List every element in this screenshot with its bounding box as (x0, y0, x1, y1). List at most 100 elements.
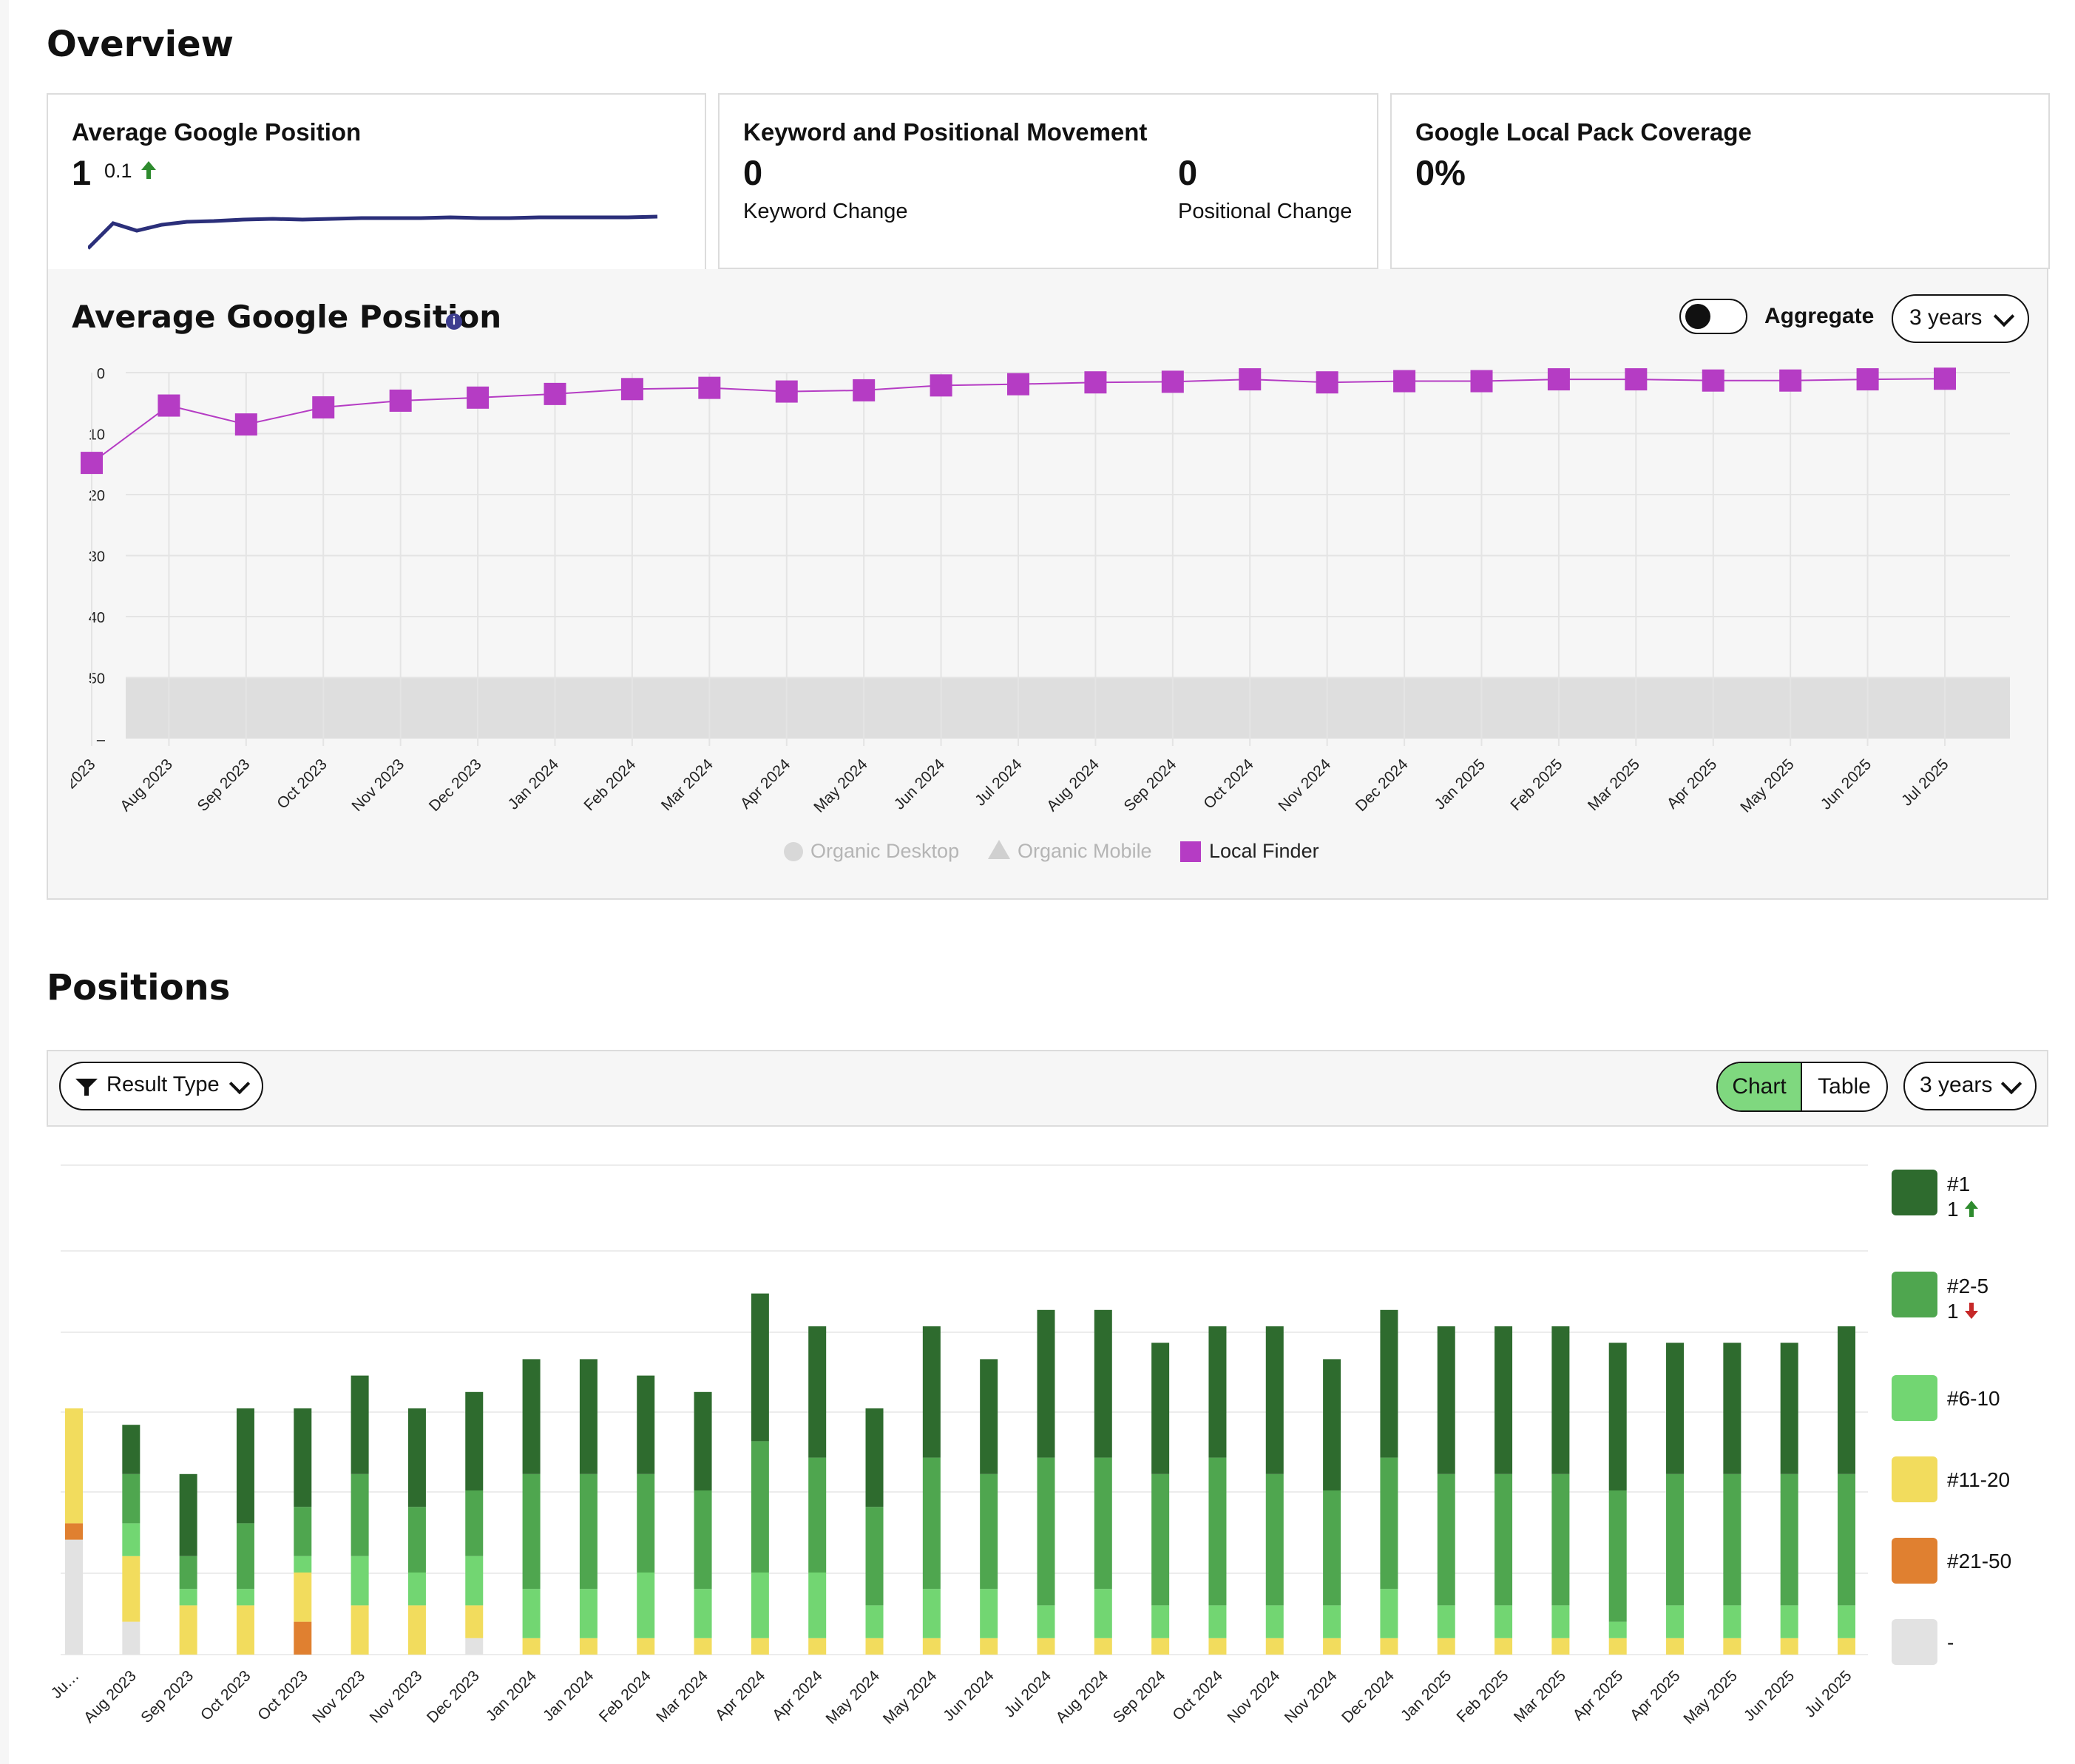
local-finder-point (1547, 368, 1570, 391)
local-finder-point (389, 389, 412, 412)
local-finder-point (698, 376, 721, 399)
bar-segment-rank-11-20 (351, 1605, 369, 1655)
range-dropdown[interactable]: 3 years (1892, 294, 2029, 343)
bar-segment-rank-1 (465, 1391, 484, 1490)
x-tick-label: Nov 2024 (1275, 756, 1334, 815)
legend-swatch-2-5 (1892, 1272, 1937, 1317)
x-tick-label: Jan 2024 (505, 756, 563, 813)
positions-title: Positions (47, 967, 231, 1008)
legend-swatch-none (1892, 1619, 1937, 1665)
bar-segment-rank-11-20 (694, 1638, 712, 1655)
bar-x-label: Ju… (48, 1667, 83, 1702)
local-finder-point (1239, 368, 1262, 391)
bar-segment-rank-2-5 (1323, 1490, 1341, 1606)
bar-segment-rank-2-5 (1037, 1457, 1055, 1606)
positions-range-dropdown[interactable]: 3 years (1903, 1062, 2037, 1110)
bar-segment-rank-6-10 (1094, 1589, 1112, 1638)
bar-segment-rank-6-10 (637, 1573, 655, 1638)
bar-segment-rank-11-20 (1551, 1638, 1570, 1655)
bar-x-label: Apr 2024 (769, 1667, 826, 1724)
bar-segment-rank-2-5 (865, 1507, 884, 1606)
bar-segment-rank-11-20 (1780, 1638, 1798, 1655)
x-tick-label: Jun 2024 (891, 756, 949, 813)
bar-x-label: Oct 2023 (254, 1667, 311, 1724)
bar-segment-rank-1 (1094, 1309, 1112, 1458)
bar-segment-rank-11-20 (1380, 1638, 1398, 1655)
bar-segment-rank-1 (122, 1425, 141, 1474)
card-title: Google Local Pack Coverage (1415, 118, 1752, 146)
bar-segment-rank-6-10 (1208, 1605, 1227, 1638)
bar-x-label: Oct 2023 (197, 1667, 254, 1724)
bar-x-label: Jan 2025 (1398, 1667, 1455, 1724)
bar-segment-rank-11-20 (980, 1638, 998, 1655)
legend-local-finder: Local Finder (1209, 840, 1319, 862)
x-tick-label: Feb 2024 (580, 756, 639, 814)
legend-organic-desktop-marker (784, 842, 803, 861)
bar-segment-rank-2-5 (751, 1441, 769, 1573)
local-finder-point (81, 452, 103, 475)
bar-segment-rank-1 (1265, 1326, 1284, 1474)
bar-segment-rank-2-5 (1666, 1473, 1685, 1606)
bar-x-label: Nov 2024 (1282, 1667, 1341, 1726)
bar-x-label: Aug 2024 (1052, 1667, 1111, 1726)
legend-label-1: #1 (1947, 1173, 1971, 1195)
table-view-button[interactable]: Table (1818, 1074, 1871, 1099)
bar-segment-rank-6-10 (465, 1556, 484, 1606)
positions-filter-bar (47, 1050, 2048, 1127)
keyword-change-label: Keyword Change (743, 200, 908, 223)
bar-segment-rank-1 (1208, 1326, 1227, 1458)
bar-segment-rank-11-20 (1723, 1638, 1741, 1655)
y-tick-label: 30 (89, 549, 105, 566)
bar-segment-rank-1 (294, 1408, 312, 1507)
x-tick-label: Nov 2023 (348, 756, 407, 815)
card-average-position[interactable]: Average Google Position 1 0.1 (47, 93, 706, 271)
bar-segment-rank-2-5 (694, 1490, 712, 1590)
x-tick-label: Apr 2025 (1664, 756, 1721, 813)
bar-x-label: Jun 2024 (940, 1667, 998, 1725)
aggregate-toggle[interactable] (1679, 299, 1747, 334)
card-title: Keyword and Positional Movement (743, 118, 1148, 146)
bar-x-label: Jul 2025 (1801, 1667, 1855, 1720)
bar-segment-rank-1 (1037, 1309, 1055, 1458)
bar-segment-rank-1 (637, 1375, 655, 1474)
card-keyword-movement[interactable]: Keyword and Positional Movement 0 Keywor… (718, 93, 1378, 269)
local-finder-point (853, 379, 876, 401)
bar-segment-rank-11-20 (1838, 1638, 1855, 1655)
card-local-pack[interactable]: Google Local Pack Coverage 0% (1390, 93, 2050, 269)
panel-title: Average Google Position (72, 299, 502, 335)
legend-count-1: 1 (1947, 1198, 1959, 1221)
x-tick-label: Aug 2023 (117, 756, 176, 815)
bar-segment-rank-1 (694, 1391, 712, 1490)
bar-segment-rank-1 (1380, 1309, 1398, 1458)
local-finder-point (1316, 371, 1338, 394)
local-finder-point (930, 374, 952, 397)
bar-x-label: Apr 2024 (712, 1667, 769, 1724)
x-tick-label: Jul 2025 (1898, 756, 1952, 809)
bar-segment-rank-1 (980, 1359, 998, 1474)
bar-segment-rank-6-10 (980, 1589, 998, 1638)
y-tick-label: 20 (89, 488, 105, 504)
bar-segment-rank-2-5 (579, 1473, 598, 1590)
x-tick-label: Jan 2025 (1432, 756, 1489, 813)
card-title: Average Google Position (72, 118, 362, 146)
local-finder-point (775, 380, 798, 403)
view-toggle[interactable]: Chart Table (1716, 1062, 1888, 1112)
info-icon[interactable]: i (446, 313, 462, 330)
y-tick-label: 10 (89, 427, 105, 444)
local-finder-point (1625, 368, 1648, 391)
legend-label-11-20: #11-20 (1947, 1468, 2011, 1491)
legend-local-finder-marker (1180, 841, 1201, 862)
bar-segment-rank-2-5 (1608, 1490, 1627, 1622)
x-tick-label: Jul 2023 (71, 756, 99, 809)
bar-segment-rank-1 (1780, 1343, 1798, 1474)
local-finder-point (158, 394, 180, 417)
x-tick-label: Sep 2023 (194, 756, 254, 815)
x-tick-label: Dec 2023 (426, 756, 485, 815)
x-tick-label: Oct 2024 (1200, 756, 1257, 813)
chart-view-button[interactable]: Chart (1718, 1063, 1802, 1110)
result-type-filter[interactable]: Result Type (59, 1062, 263, 1110)
bar-segment-rank-6-10 (579, 1589, 598, 1638)
local-finder-point (1161, 370, 1184, 393)
bar-segment-rank-11-20 (179, 1605, 197, 1655)
